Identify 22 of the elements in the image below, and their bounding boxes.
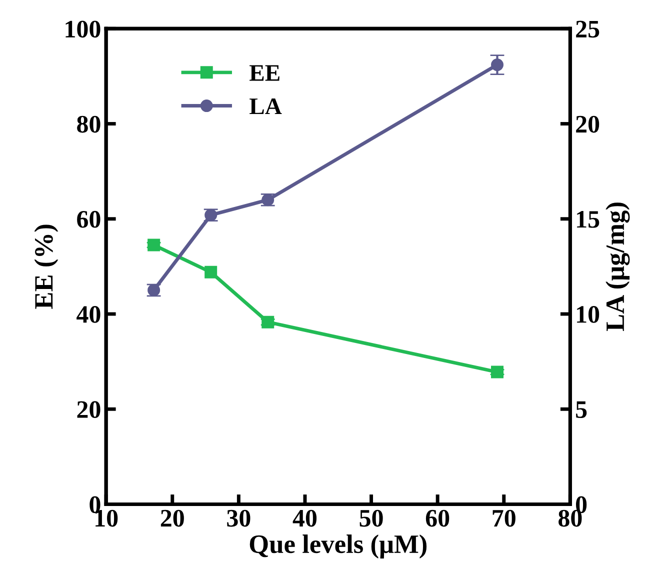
y-axis-title: EE (%) <box>34 224 58 309</box>
point <box>204 266 218 278</box>
x-tick-label: 20 <box>160 510 184 527</box>
y2-tick-label: 20 <box>576 116 600 133</box>
x-tick-label: 40 <box>292 510 317 527</box>
x-tick-label: 50 <box>360 510 383 527</box>
y-tick-label: 80 <box>77 116 100 133</box>
y-tick-label: 100 <box>66 20 100 38</box>
y-tick-label: 20 <box>77 401 100 418</box>
y2-tick-label: 10 <box>577 306 600 323</box>
y2-tick-label: 15 <box>577 211 600 228</box>
y2-axis-title: LA (μg/mg) <box>606 202 630 332</box>
y-tick-label: 60 <box>77 210 100 228</box>
y2-tick-label: 25 <box>576 20 600 38</box>
legend-label: EE <box>250 65 280 81</box>
x-tick-label: 60 <box>426 510 450 527</box>
legend-label: LA <box>250 98 282 114</box>
x-tick-label: 30 <box>227 510 250 527</box>
y-tick-label: 40 <box>76 306 100 323</box>
x-tick-label: 70 <box>492 510 516 527</box>
x-axis-title: Que levels (μM) <box>250 534 427 558</box>
y2-tick-label: 5 <box>576 401 587 418</box>
